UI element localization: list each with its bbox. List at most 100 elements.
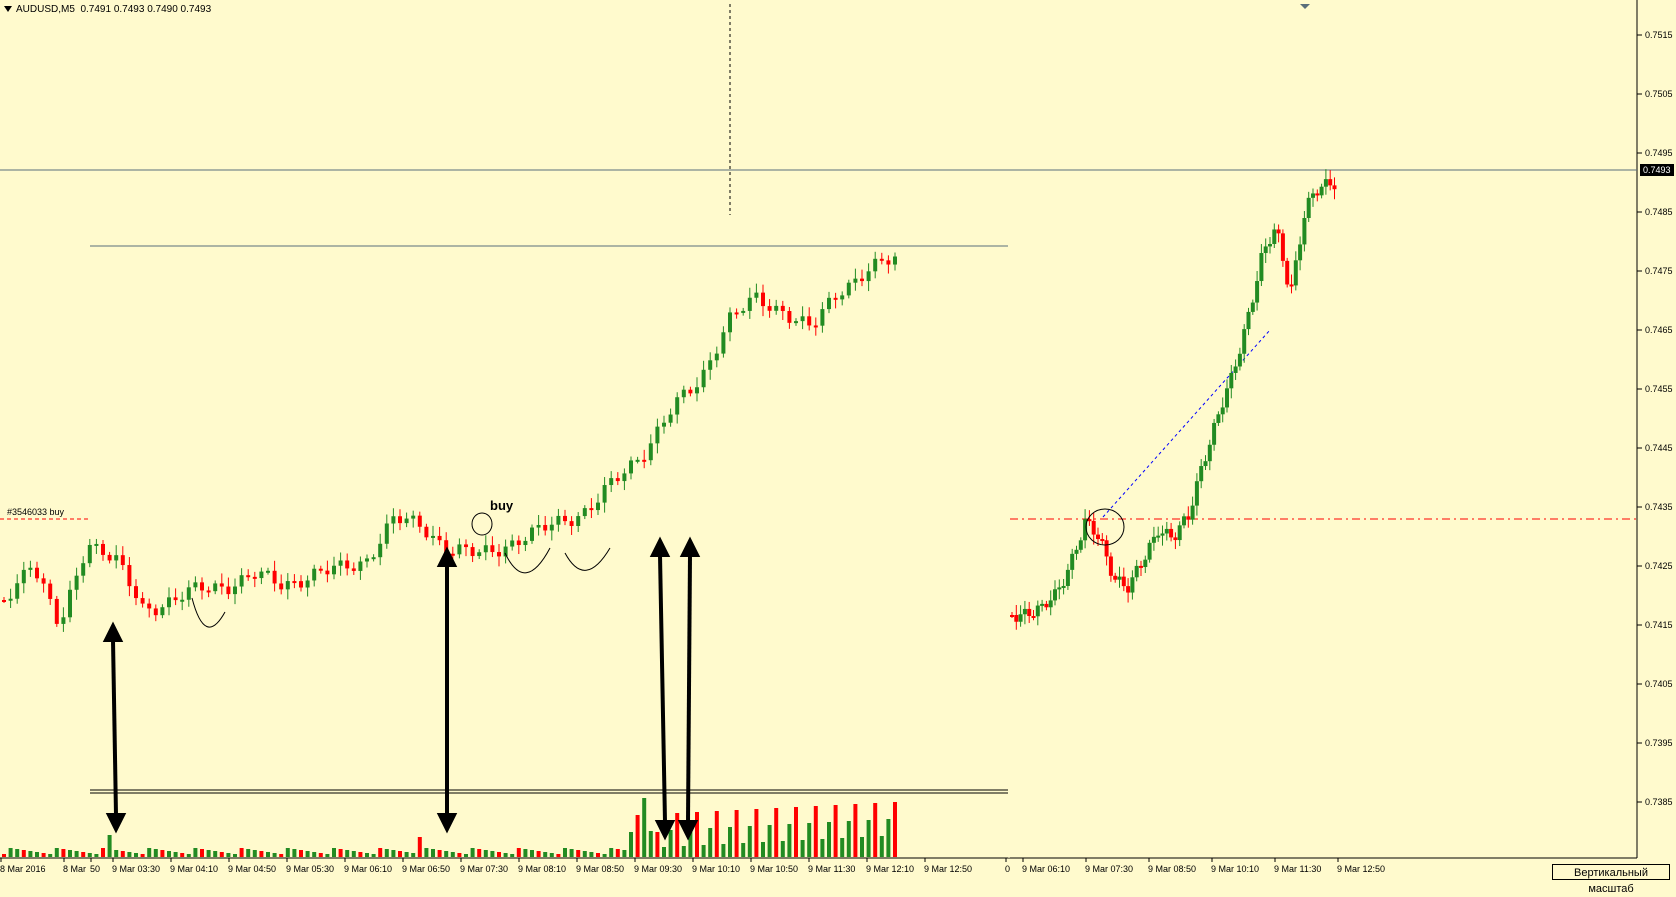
candle-body	[1040, 603, 1045, 606]
time-tick-label: 9 Mar 11:30	[1274, 864, 1321, 874]
arrow-annotations	[102, 536, 701, 841]
volume-bar	[866, 820, 871, 857]
volume-bar	[167, 851, 171, 857]
volume-bar	[543, 852, 548, 857]
curve-annotation-1	[191, 597, 226, 628]
candle-body	[675, 397, 680, 415]
arrow-3-head-down	[654, 820, 676, 841]
candle-body	[1100, 539, 1105, 542]
candle-body	[1083, 519, 1088, 541]
candle-body	[338, 560, 343, 566]
candle-body	[1212, 422, 1217, 445]
shift-marker-icon[interactable]	[1300, 4, 1310, 9]
candle-body	[820, 309, 825, 326]
volume-bar	[549, 853, 554, 857]
arrow-4-head-up	[679, 536, 701, 557]
curve-annotation-2	[504, 547, 551, 574]
candle-body	[305, 580, 310, 588]
candle-body	[1207, 444, 1212, 462]
volume-bar	[424, 848, 429, 857]
candle-body	[596, 502, 600, 511]
vertical-scale-button[interactable]: Вертикальный масштаб	[1552, 864, 1670, 895]
volume-bar	[582, 851, 587, 857]
volume-bar	[134, 853, 138, 857]
candle-body	[292, 581, 297, 584]
volume-bar	[68, 850, 72, 857]
candle-body	[226, 586, 231, 595]
volume-bar	[292, 849, 297, 857]
candle-body	[206, 590, 211, 593]
candle-body	[391, 516, 396, 524]
candle-body	[173, 597, 178, 601]
volume-bar	[259, 851, 264, 857]
candlesticks	[2, 169, 1337, 632]
candle-body	[787, 311, 792, 323]
volume-bar	[820, 839, 825, 857]
volume-bar	[114, 850, 119, 857]
candle-body	[1233, 366, 1238, 373]
volume-bar	[74, 851, 79, 857]
volume-bar	[193, 848, 198, 857]
candle-body	[101, 543, 105, 555]
candle-body	[741, 310, 746, 313]
candle-body	[417, 515, 422, 527]
candle-body	[1328, 179, 1333, 186]
volume-bar	[510, 854, 515, 857]
time-tick-label: 9 Mar 12:50	[924, 864, 972, 874]
candle-body	[1121, 576, 1126, 587]
candle-body	[721, 332, 726, 354]
price-tick-label: 0.7455	[1645, 384, 1673, 394]
volume-bar	[140, 854, 145, 857]
candle-body	[503, 546, 508, 557]
candle-body	[807, 316, 812, 326]
candle-body	[1268, 244, 1272, 247]
candle-body	[127, 565, 132, 587]
candle-body	[1315, 193, 1320, 196]
volume-bar	[153, 849, 158, 857]
current-price-label: 0.7493	[1643, 165, 1671, 175]
candle-body	[424, 526, 429, 538]
volume-bar	[714, 811, 719, 857]
volume-bar	[846, 821, 851, 857]
candle-body	[411, 515, 416, 519]
volume-bar	[61, 849, 66, 857]
volume-bar	[615, 849, 620, 857]
volume-bar	[239, 848, 244, 857]
candle-body	[602, 485, 607, 503]
volume-bar	[470, 848, 475, 857]
volume-bar	[398, 851, 402, 857]
volume-bar	[629, 832, 633, 857]
candle-body	[1061, 585, 1066, 588]
candle-body	[846, 282, 851, 296]
candle-body	[582, 508, 587, 517]
volume-bar	[602, 854, 607, 857]
arrow-4	[686, 554, 692, 823]
candle-body	[734, 312, 739, 315]
volume-bar	[431, 849, 435, 857]
volume-bar	[813, 806, 818, 857]
candle-body	[1035, 605, 1040, 617]
candle-body	[1160, 533, 1165, 536]
candle-body	[615, 478, 620, 482]
price-tick-label: 0.7485	[1645, 207, 1673, 217]
candle-body	[833, 297, 838, 300]
candle-body	[252, 576, 257, 579]
candle-body	[318, 568, 323, 571]
volume-bar	[299, 850, 303, 857]
candle-body	[68, 589, 72, 618]
candle-body	[477, 552, 482, 557]
candle-body	[767, 306, 772, 311]
candle-body	[1018, 614, 1023, 622]
candle-body	[1319, 186, 1324, 196]
candle-body	[483, 545, 488, 553]
time-tick-label: 9 Mar 06:10	[344, 864, 392, 874]
dropdown-triangle-icon[interactable]	[4, 6, 12, 13]
candle-body	[1014, 615, 1019, 622]
candle-body	[1237, 353, 1242, 367]
volume-bar	[490, 851, 495, 857]
candle-body	[886, 260, 891, 265]
volume-bar	[87, 853, 92, 857]
arrow-3-head-up	[649, 536, 671, 557]
